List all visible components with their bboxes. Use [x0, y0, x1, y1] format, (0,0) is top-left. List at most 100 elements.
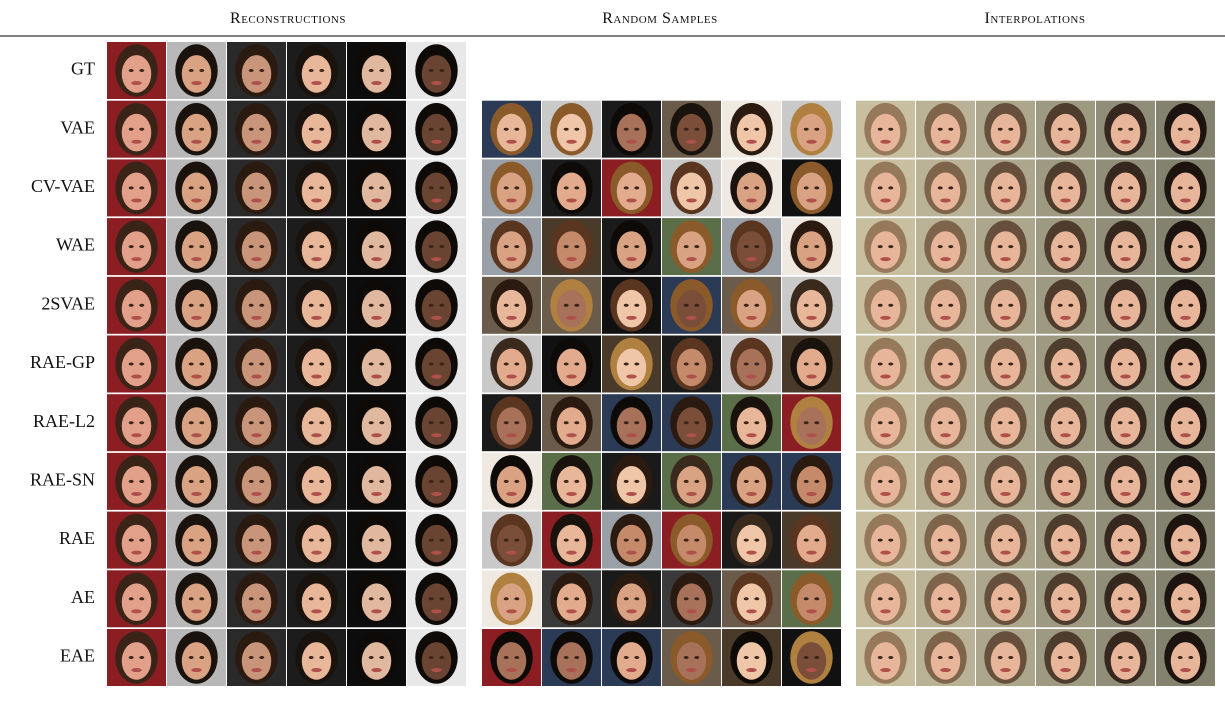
eye	[684, 656, 689, 659]
eye	[1008, 128, 1013, 131]
mouth	[746, 433, 757, 437]
mouth	[806, 492, 817, 496]
mouth	[311, 140, 322, 144]
eye	[1008, 186, 1013, 189]
eye	[634, 186, 639, 189]
eye	[309, 539, 314, 542]
face-image	[916, 570, 975, 627]
face	[242, 55, 272, 93]
face	[617, 525, 647, 563]
face-image	[782, 277, 841, 334]
eye	[998, 597, 1003, 600]
eye	[938, 363, 943, 366]
eye	[754, 421, 759, 424]
mouth	[131, 433, 142, 437]
mouth	[251, 492, 262, 496]
eye	[129, 128, 134, 131]
mouth	[686, 316, 697, 320]
mouth	[626, 551, 637, 555]
eye	[1068, 128, 1073, 131]
face	[931, 114, 961, 152]
eye	[129, 304, 134, 307]
eye	[1188, 245, 1193, 248]
mouth	[626, 316, 637, 320]
face-image	[722, 218, 781, 275]
face-image	[542, 512, 601, 569]
mouth	[251, 609, 262, 613]
face	[737, 407, 767, 445]
face	[871, 407, 901, 445]
mouth	[311, 198, 322, 202]
eye	[259, 69, 264, 72]
eye	[694, 421, 699, 424]
eye	[1008, 539, 1013, 542]
eye	[309, 186, 314, 189]
eye	[379, 304, 384, 307]
face-image	[662, 336, 721, 393]
face	[362, 173, 392, 211]
face-image	[167, 512, 226, 569]
eye	[754, 304, 759, 307]
eye	[1188, 421, 1193, 424]
eye	[249, 480, 254, 483]
eye	[1178, 597, 1183, 600]
eye	[998, 128, 1003, 131]
eye	[369, 656, 374, 659]
face-image	[856, 394, 915, 451]
eye	[139, 597, 144, 600]
face-image	[722, 101, 781, 158]
eye	[504, 597, 509, 600]
eye	[1058, 363, 1063, 366]
eye	[694, 363, 699, 366]
mouth	[686, 492, 697, 496]
eye	[574, 363, 579, 366]
eye	[429, 363, 434, 366]
face	[557, 349, 587, 387]
mouth	[686, 433, 697, 437]
eye	[804, 656, 809, 659]
mouth	[431, 257, 442, 261]
eye	[514, 245, 519, 248]
face	[497, 407, 527, 445]
face-image	[407, 159, 466, 216]
mouth	[311, 375, 322, 379]
face-image	[227, 570, 286, 627]
face	[1111, 349, 1141, 387]
mouth	[880, 433, 891, 437]
eye	[684, 363, 689, 366]
eye	[379, 128, 384, 131]
eye	[804, 363, 809, 366]
face	[617, 466, 647, 504]
eye	[684, 128, 689, 131]
face-image	[856, 629, 915, 686]
face	[737, 173, 767, 211]
mouth	[1180, 609, 1191, 613]
face-image	[347, 336, 406, 393]
face	[1051, 466, 1081, 504]
eye	[814, 363, 819, 366]
eye	[369, 69, 374, 72]
mouth	[506, 668, 517, 672]
eye	[319, 69, 324, 72]
face	[1051, 231, 1081, 269]
face	[1111, 583, 1141, 621]
eye	[439, 304, 444, 307]
eye	[744, 597, 749, 600]
mouth	[880, 551, 891, 555]
face-image	[782, 101, 841, 158]
eye	[504, 363, 509, 366]
eye	[139, 480, 144, 483]
eye	[514, 597, 519, 600]
eye	[998, 656, 1003, 659]
face	[737, 231, 767, 269]
mouth	[311, 492, 322, 496]
mouth	[940, 433, 951, 437]
mouth	[940, 375, 951, 379]
face	[362, 55, 392, 93]
face	[422, 583, 452, 621]
mouth	[1180, 551, 1191, 555]
face-image	[287, 512, 346, 569]
eye	[504, 304, 509, 307]
face-image	[662, 101, 721, 158]
mouth	[131, 668, 142, 672]
